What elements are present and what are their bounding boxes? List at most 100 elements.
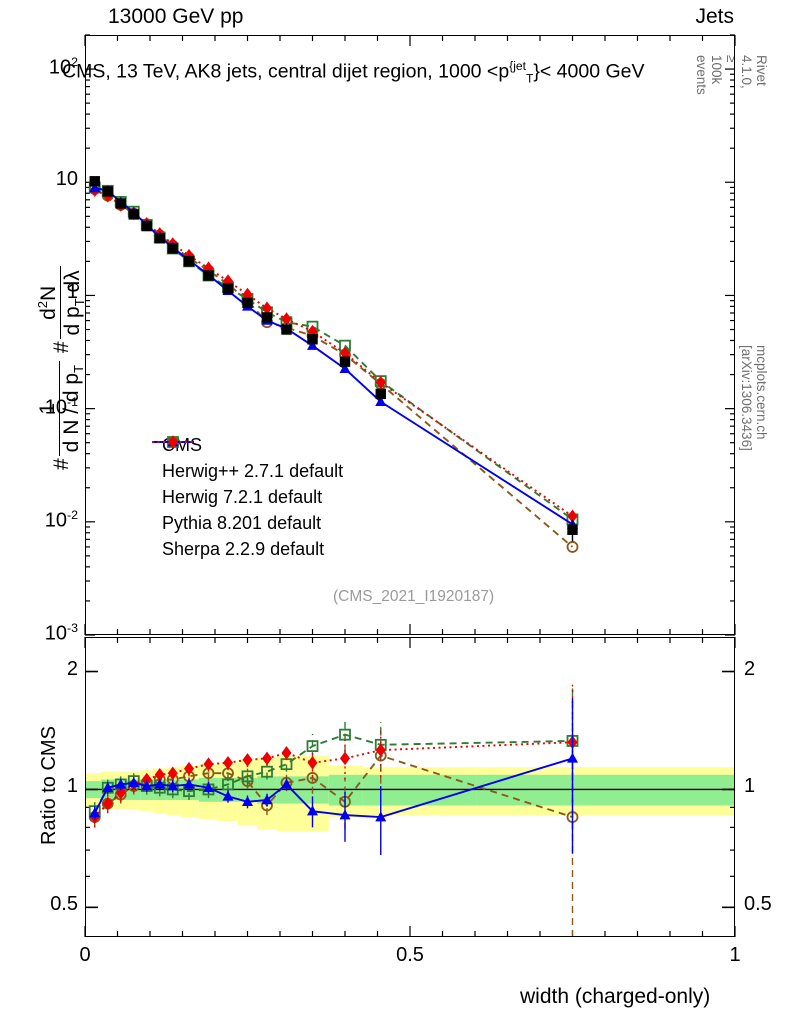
ratio-tick-label-right: 2 (744, 657, 756, 680)
plot-title-main: CMS, 13 TeV, AK8 jets, central dijet reg… (62, 60, 510, 83)
data-marker (375, 811, 387, 822)
ratio-tick-label-right: 1 (744, 775, 756, 798)
y-tick-label: 10 (55, 168, 78, 191)
data-marker (339, 363, 351, 374)
data-marker (141, 780, 153, 791)
data-marker (223, 755, 233, 770)
legend-item-sherpa[interactable]: Sherpa 2.2.9 default (150, 435, 343, 562)
data-marker (340, 751, 350, 766)
data-marker (307, 805, 318, 816)
data-marker (307, 334, 318, 345)
data-marker (203, 270, 214, 281)
data-marker (102, 781, 114, 792)
data-marker (128, 209, 139, 220)
ratio-tick-label: 2 (66, 657, 78, 680)
y-tick-label: 10-3 (44, 621, 78, 645)
legend-label: Herwig++ 2.7.1 default (162, 460, 344, 481)
legend-swatch-diamond-filled (152, 435, 194, 449)
data-marker (203, 781, 214, 792)
data-marker (222, 790, 234, 801)
header-left: 13000 GeV pp (108, 5, 244, 28)
data-marker (102, 796, 113, 811)
data-marker (183, 778, 195, 789)
data-marker (102, 186, 113, 197)
plot-title-sup: {jet (509, 59, 526, 73)
data-marker (375, 375, 386, 390)
data-marker (242, 753, 253, 767)
ratio-series-line (94, 754, 573, 818)
data-marker (261, 312, 273, 323)
data-marker (262, 751, 272, 766)
y-tick-label: 10-2 (44, 507, 78, 532)
data-marker (203, 757, 214, 771)
ratio-series-pythia (89, 697, 578, 856)
ratio-tick-label: 0.5 (50, 893, 78, 916)
data-marker (281, 324, 292, 335)
main-plot-frame (85, 35, 735, 635)
data-marker (154, 233, 165, 244)
data-marker (222, 778, 234, 791)
plot-title-sub: T (525, 71, 534, 86)
data-marker (89, 176, 100, 187)
plot-title: CMS, 13 TeV, AK8 jets, central dijet reg… (62, 59, 645, 85)
data-marker (340, 346, 350, 360)
y-tick-label: 10-1 (44, 394, 78, 419)
ratio-plot-frame (85, 637, 735, 937)
ratio-tick-label-right: 0.5 (744, 893, 772, 916)
x-tick-label: 1 (729, 944, 741, 966)
legend-label: Sherpa 2.2.9 default (162, 538, 325, 559)
data-marker (184, 761, 194, 776)
legend-label: Herwig 7.2.1 default (162, 486, 323, 507)
data-marker (241, 770, 254, 783)
series-cms (89, 176, 578, 542)
ratio-series-line (94, 741, 573, 818)
x-tick-label: 0 (79, 944, 91, 966)
legend-label: Pythia 8.201 default (162, 512, 322, 533)
data-marker (339, 728, 351, 741)
data-marker (183, 256, 195, 267)
data-marker (339, 809, 351, 820)
data-marker (375, 388, 386, 400)
data-marker (115, 778, 127, 789)
data-marker (154, 778, 166, 789)
header-right: Jets (695, 5, 734, 28)
legend-item-herwigpp[interactable]: Herwig++ 2.7.1 default (150, 436, 344, 484)
x-tick-label: 0.5 (396, 944, 424, 966)
x-axis-label: width (charged-only) (520, 985, 711, 1008)
data-marker (567, 509, 578, 523)
data-marker (307, 339, 318, 350)
data-marker (154, 768, 165, 782)
data-marker (261, 765, 273, 778)
data-marker (567, 752, 578, 763)
data-marker (306, 740, 319, 753)
data-marker (261, 794, 273, 805)
y-tick-label: 102 (48, 55, 78, 79)
data-marker (167, 766, 178, 780)
data-marker (566, 541, 579, 553)
data-marker (115, 198, 126, 209)
data-marker (89, 182, 101, 193)
data-marker (115, 786, 126, 800)
plot-title-tail: }< 4000 GeV (533, 60, 645, 83)
data-marker (168, 435, 178, 449)
data-marker (281, 312, 292, 326)
data-marker (339, 356, 351, 367)
data-marker (375, 743, 386, 757)
legend: CMS Herwig++ 2.7.1 default Herwig 7.2.1 de… (150, 432, 343, 562)
legend-item-herwig[interactable]: Herwig 7.2.1 default (150, 436, 343, 510)
data-marker (141, 220, 152, 232)
data-marker (222, 283, 234, 294)
y-tick-label: 1 (66, 281, 78, 304)
data-marker (306, 772, 319, 784)
data-marker (167, 243, 178, 254)
data-marker (167, 780, 179, 791)
ratio-tick-label: 1 (66, 775, 78, 798)
data-marker (281, 778, 292, 789)
data-marker (242, 297, 253, 309)
data-marker (242, 796, 253, 807)
legend-item-pythia[interactable]: Pythia 8.201 default (150, 436, 343, 536)
data-marker (89, 807, 101, 818)
data-marker (262, 301, 272, 316)
